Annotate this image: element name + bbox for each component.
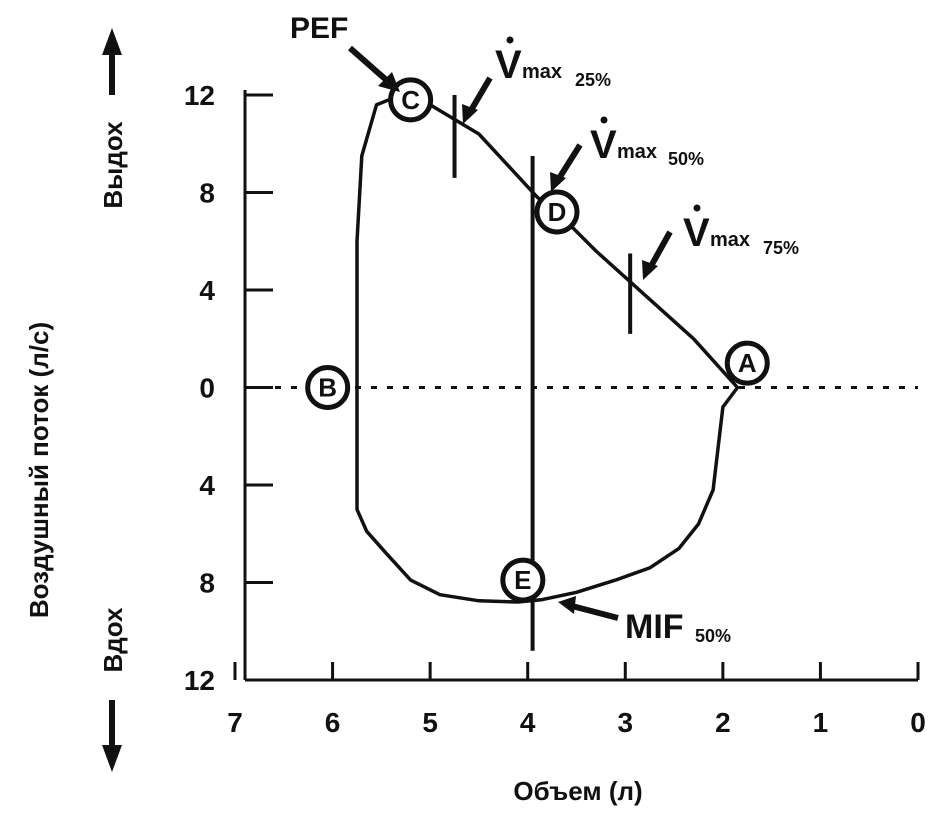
x-tick-label: 5	[422, 707, 438, 738]
x-tick-label: 1	[813, 707, 829, 738]
y-direction-down-label: Вдох	[98, 607, 128, 673]
svg-text:75%: 75%	[763, 238, 799, 258]
mif50-arrow-head	[558, 596, 576, 614]
vmax75-dot	[693, 204, 701, 212]
down-arrow-icon	[102, 700, 122, 772]
y-axis-title: Воздушный поток (л/с)	[24, 322, 54, 618]
x-axis-title: Объем (л)	[513, 776, 642, 806]
svg-text:25%: 25%	[575, 70, 611, 90]
svg-text:50%: 50%	[668, 149, 704, 169]
y-tick-label: 8	[199, 568, 215, 599]
vmax75-arrow-head	[642, 260, 658, 280]
svg-text:V: V	[495, 43, 522, 87]
point-circle	[724, 340, 770, 386]
y-tick-label: 12	[184, 665, 215, 696]
vmax75-annotation: V max 75%	[642, 204, 799, 280]
point-label: A	[738, 348, 757, 378]
y-direction-up-label: Выдох	[98, 121, 128, 209]
vmax75-arrow	[647, 230, 673, 270]
point-circle	[534, 189, 580, 235]
svg-text:V: V	[683, 211, 710, 255]
pef-arrow	[348, 45, 394, 88]
point-circle	[388, 77, 434, 123]
flow-volume-loop	[355, 93, 740, 604]
y-tick-label: 0	[199, 373, 215, 404]
x-tick-label: 2	[715, 707, 731, 738]
y-tick-label: 12	[184, 80, 215, 111]
point-d: D	[534, 189, 580, 235]
y-tick-label: 4	[199, 470, 215, 501]
svg-text:MIF: MIF	[625, 608, 684, 646]
vmax50-annotation: V max 50%	[550, 116, 704, 192]
vmax25-annotation: V max 25%	[462, 36, 611, 124]
point-label: E	[514, 565, 531, 595]
x-tick-label: 3	[617, 707, 633, 738]
svg-text:V: V	[590, 123, 617, 167]
y-ticks: 12 8 4 0 4 8 12	[184, 80, 273, 696]
x-tick-label: 7	[227, 707, 243, 738]
vmax25-dot	[506, 36, 514, 44]
vmax50-arrow	[555, 143, 583, 182]
point-a: A	[724, 340, 770, 386]
up-arrow-icon	[102, 28, 122, 95]
pef-arrow-head	[378, 72, 400, 92]
point-b: B	[305, 365, 351, 410]
svg-text:max: max	[522, 61, 562, 83]
point-markers: A B C D E	[305, 77, 770, 603]
x-tick-label: 0	[910, 707, 926, 738]
vmax25-arrow	[467, 76, 493, 114]
point-label: B	[318, 373, 337, 403]
point-label: C	[401, 85, 420, 115]
x-ticks: 7 6 5 4 3 2 1 0	[227, 662, 926, 738]
y-tick-label: 4	[199, 275, 215, 306]
mif50-arrow	[571, 603, 619, 621]
mif50-annotation: MIF 50%	[558, 596, 731, 646]
point-circle	[305, 365, 351, 410]
svg-text:50%: 50%	[695, 626, 731, 646]
point-label: D	[548, 197, 567, 227]
point-circle	[500, 557, 546, 603]
svg-text:max: max	[617, 141, 657, 163]
vmax50-dot	[600, 116, 608, 124]
vmax50-arrow-head	[550, 172, 566, 192]
y-tick-label: 8	[199, 178, 215, 209]
x-tick-label: 4	[520, 707, 536, 738]
point-c: C	[388, 77, 434, 123]
svg-text:max: max	[710, 229, 750, 251]
pef-annotation: PEF	[290, 12, 348, 45]
x-tick-label: 6	[325, 707, 341, 738]
point-e: E	[500, 557, 546, 603]
vmax25-arrow-head	[462, 104, 478, 124]
